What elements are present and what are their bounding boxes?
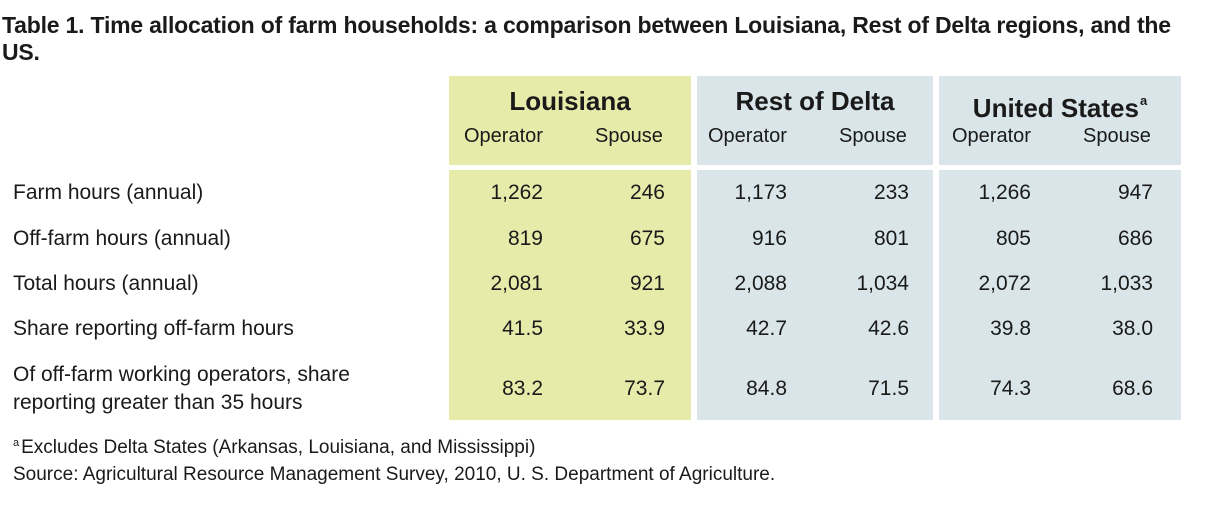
subheader-spouse: Spouse	[1083, 125, 1151, 147]
row-label-farm-hours: Farm hours (annual)	[13, 181, 204, 204]
subheader-operator: Operator	[708, 125, 787, 147]
louisiana-body-cell	[449, 170, 691, 420]
table-cell: 1,173	[734, 181, 787, 204]
table-cell: 84.8	[746, 377, 787, 400]
row-label-share-off-farm: Share reporting off-farm hours	[13, 317, 294, 340]
source-note: Source: Agricultural Resource Management…	[13, 464, 776, 485]
table-cell: 42.6	[868, 317, 909, 340]
group-header-rest-of-delta: Rest of Delta	[697, 86, 933, 116]
table-cell: 74.3	[990, 377, 1031, 400]
united-states-body-cell	[939, 170, 1181, 420]
footnote-marker: a	[13, 437, 20, 449]
subheader-operator: Operator	[464, 125, 543, 147]
group-header-label: United States	[972, 93, 1139, 123]
group-header-label: Rest of Delta	[735, 86, 895, 116]
table-cell: 33.9	[624, 317, 665, 340]
table-cell: 2,081	[490, 272, 543, 295]
table-cell: 83.2	[502, 377, 543, 400]
group-header-label: Louisiana	[509, 86, 631, 116]
table-cell: 1,034	[856, 272, 909, 295]
united-states-header-cell	[939, 76, 1181, 165]
table-cell: 686	[1117, 227, 1153, 250]
subheader-operator: Operator	[952, 125, 1031, 147]
table-cell: 947	[1117, 181, 1153, 204]
rest-of-delta-header-cell	[697, 76, 933, 165]
row-label-total-hours: Total hours (annual)	[13, 272, 199, 295]
table-cell: 39.8	[990, 317, 1031, 340]
table-cell: 2,072	[978, 272, 1031, 295]
table-cell: 68.6	[1112, 377, 1153, 400]
rest-of-delta-body-cell	[697, 170, 933, 420]
table-cell: 233	[873, 181, 909, 204]
group-header-united-states: United Statesa	[939, 86, 1181, 123]
table-cell: 675	[629, 227, 665, 250]
louisiana-column-band	[449, 76, 691, 420]
table-cell: 41.5	[502, 317, 543, 340]
table-title: Table 1. Time allocation of farm househo…	[2, 12, 1171, 65]
table-cell: 71.5	[868, 377, 909, 400]
united-states-column-band	[939, 76, 1181, 420]
rest-of-delta-column-band	[697, 76, 933, 420]
table-cell: 1,262	[490, 181, 543, 204]
subheader-spouse: Spouse	[595, 125, 663, 147]
table-cell: 921	[629, 272, 665, 295]
table-cell: 819	[507, 227, 543, 250]
row-label-share-over-35-line2: reporting greater than 35 hours	[13, 391, 303, 414]
footnote-marker: a	[1139, 93, 1148, 108]
table-cell: 801	[873, 227, 909, 250]
subheader-spouse: Spouse	[839, 125, 907, 147]
table-cell: 42.7	[746, 317, 787, 340]
table-cell: 38.0	[1112, 317, 1153, 340]
table-cell: 246	[629, 181, 665, 204]
row-label-share-over-35-line1: Of off-farm working operators, share	[13, 363, 350, 386]
footnote-text: Excludes Delta States (Arkansas, Louisia…	[21, 437, 536, 458]
table-cell: 73.7	[624, 377, 665, 400]
table-cell: 1,266	[978, 181, 1031, 204]
group-header-louisiana: Louisiana	[449, 86, 691, 116]
table-cell: 2,088	[734, 272, 787, 295]
louisiana-header-cell	[449, 76, 691, 165]
table-cell: 805	[995, 227, 1031, 250]
table-cell: 1,033	[1100, 272, 1153, 295]
row-label-off-farm-hours: Off-farm hours (annual)	[13, 227, 231, 250]
table-cell: 916	[751, 227, 787, 250]
footnote-note: a Excludes Delta States (Arkansas, Louisi…	[13, 432, 535, 459]
